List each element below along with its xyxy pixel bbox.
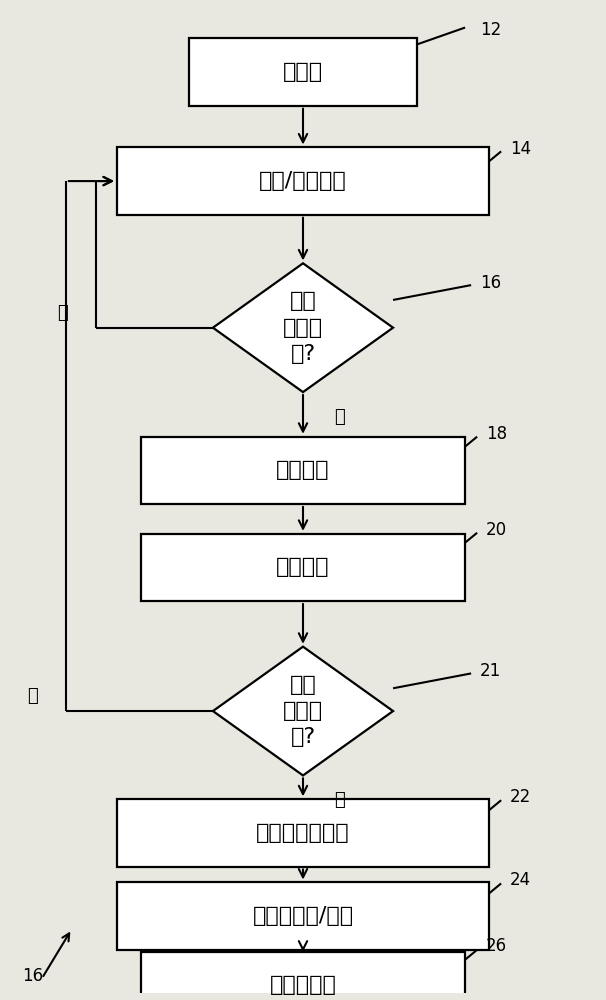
Text: 20: 20 <box>486 521 507 539</box>
Text: 有更
多模型
吗?: 有更 多模型 吗? <box>283 675 323 747</box>
FancyBboxPatch shape <box>117 882 489 950</box>
FancyBboxPatch shape <box>141 952 465 1000</box>
FancyBboxPatch shape <box>189 38 417 106</box>
Polygon shape <box>213 647 393 775</box>
Polygon shape <box>213 263 393 392</box>
Text: 26: 26 <box>486 937 507 955</box>
Text: 24: 24 <box>510 871 531 889</box>
Text: 指定性质: 指定性质 <box>276 460 330 480</box>
FancyBboxPatch shape <box>117 147 489 215</box>
FancyBboxPatch shape <box>141 437 465 504</box>
Text: 22: 22 <box>510 788 531 806</box>
Text: 21: 21 <box>480 662 501 680</box>
Text: 初始化: 初始化 <box>283 62 323 82</box>
Text: 指定性质: 指定性质 <box>276 557 330 577</box>
Text: 有更
多事件
吗?: 有更 多事件 吗? <box>283 291 323 364</box>
Text: 估定可能性/丢弃: 估定可能性/丢弃 <box>253 906 353 926</box>
Text: 估定异质性: 估定异质性 <box>270 975 336 995</box>
Text: 16: 16 <box>22 967 44 985</box>
Text: 14: 14 <box>510 140 531 158</box>
Text: 12: 12 <box>480 21 501 39</box>
Text: 是: 是 <box>58 304 68 322</box>
Text: 确定动态异质性: 确定动态异质性 <box>256 823 350 843</box>
Text: 是: 是 <box>27 687 38 705</box>
Text: 18: 18 <box>486 425 507 443</box>
Text: 否: 否 <box>334 408 344 426</box>
Text: 否: 否 <box>334 791 344 809</box>
Text: 16: 16 <box>480 274 501 292</box>
Text: 生成/选择事件: 生成/选择事件 <box>259 171 347 191</box>
FancyBboxPatch shape <box>141 534 465 601</box>
FancyBboxPatch shape <box>117 799 489 867</box>
